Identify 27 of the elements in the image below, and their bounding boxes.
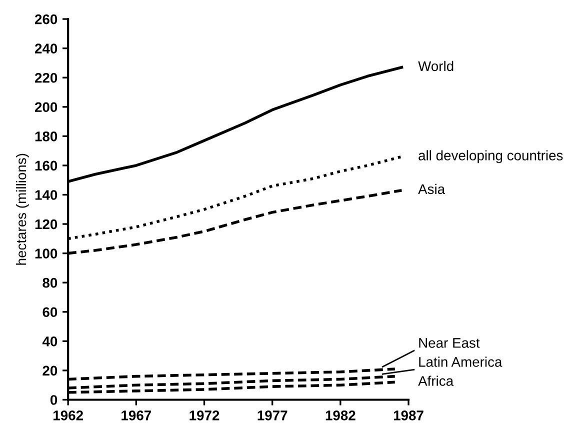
y-axis-title: hectares (millions) [16,154,29,265]
y-tick-label: 100 [35,248,58,258]
y-tick-label: 20 [42,366,58,376]
y-tick-label: 80 [42,278,58,288]
x-tick-label: 1967 [122,410,152,420]
series-label: Asia [418,184,446,194]
y-tick-label: 260 [34,14,58,24]
text: Near East [419,338,480,348]
y-tick-label: 200 [34,102,58,112]
x-tick-label: 1977 [258,410,288,420]
x-tick-label: 1987 [394,410,424,420]
x-tick-label: 1982 [326,410,356,420]
y-tick-label: 120 [35,219,58,230]
y-tick-label: 140 [35,190,58,200]
x-tick-label: 1962 [54,410,83,420]
series-label: World [418,60,454,72]
y-tick-label: 220 [34,72,58,83]
y-tick-label: 160 [35,160,58,171]
series-label: all developing countries [418,150,563,164]
series-label: Africa [418,376,454,386]
series-label: Latin America [419,356,502,367]
x-tick-label: 1972 [190,410,220,420]
y-tick-label: 180 [35,132,58,142]
y-tick-label: 0 [50,395,58,405]
y-tick-label: 40 [42,336,58,346]
y-tick-label: 240 [34,44,58,54]
y-tick-label: 60 [42,307,58,318]
